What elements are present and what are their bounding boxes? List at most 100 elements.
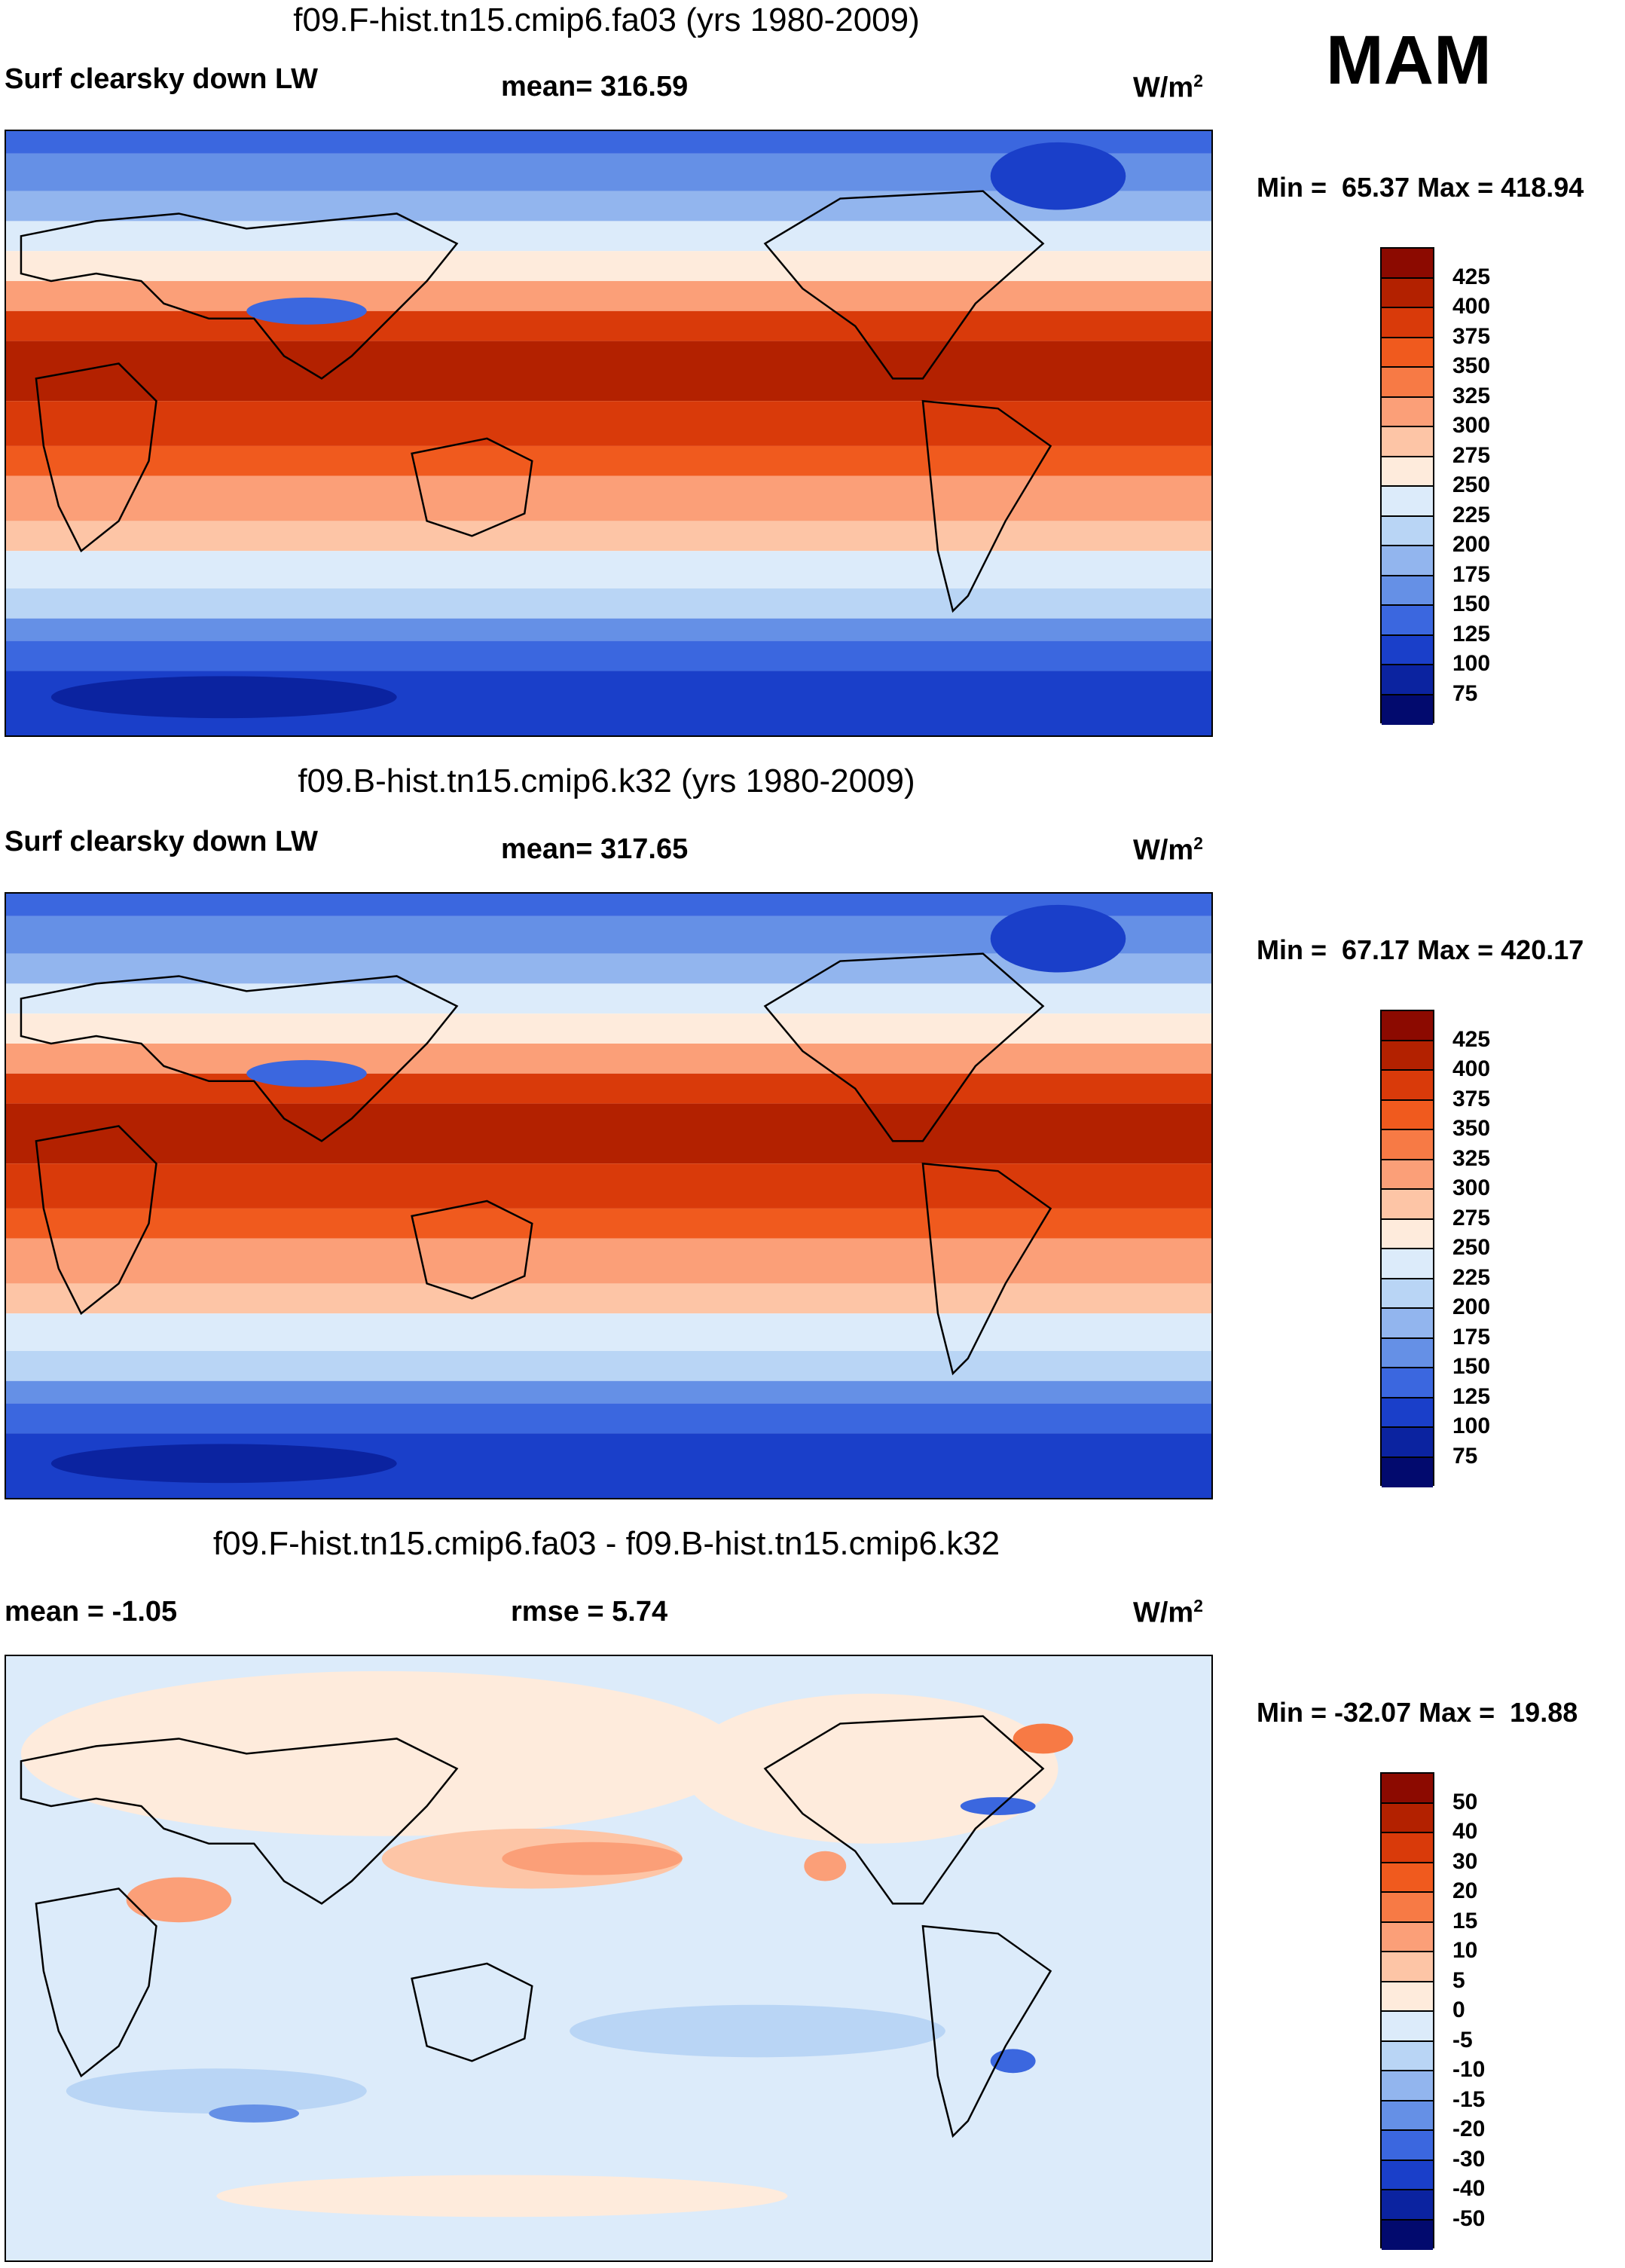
panel2-colorbar (1380, 1010, 1434, 1487)
colorbar-cell (1382, 427, 1433, 457)
band (6, 1103, 1211, 1164)
panel3-mean: mean = -1.05 (5, 1596, 178, 1628)
australia-outline (411, 1962, 533, 2062)
colorbar-label: 125 (1452, 621, 1491, 646)
colorbar-cell (1382, 1219, 1433, 1249)
panel2-map (5, 892, 1213, 1499)
colorbar-cell (1382, 457, 1433, 487)
colorbar-label: 225 (1452, 1264, 1491, 1290)
panel1-map-svg (6, 131, 1211, 735)
colorbar-cell (1382, 2101, 1433, 2131)
colorbar-cell (1382, 2190, 1433, 2221)
panel2-units: W/m2 (1133, 833, 1203, 867)
diff-area (209, 2104, 300, 2123)
diff-area (1013, 1723, 1074, 1754)
diff-area (126, 1877, 232, 1923)
north-america-outline (763, 190, 1045, 380)
band (6, 1073, 1211, 1104)
africa-outline (35, 362, 157, 553)
colorbar-label: -40 (1452, 2176, 1486, 2201)
north-america-outline (763, 952, 1045, 1142)
diff-area (502, 1842, 683, 1875)
south-america-outline (921, 1162, 1052, 1376)
tibet-low (246, 297, 367, 325)
colorbar-cell (1382, 1428, 1433, 1458)
colorbar-label: 125 (1452, 1383, 1491, 1409)
colorbar-label: 200 (1452, 1294, 1491, 1319)
colorbar-label: 40 (1452, 1819, 1478, 1844)
colorbar-cell (1382, 1863, 1433, 1893)
colorbar-cell (1382, 1309, 1433, 1339)
panel3-map (5, 1655, 1213, 2262)
colorbar-label: 425 (1452, 264, 1491, 289)
band (6, 131, 1211, 154)
panel2-map-svg (6, 894, 1211, 1498)
panel1-minmax: Min = 65.37 Max = 418.94 (1257, 172, 1584, 203)
eurasia-outline (20, 975, 459, 1142)
colorbar-label: 325 (1452, 383, 1491, 408)
band (6, 1403, 1211, 1434)
colorbar-cell (1382, 1279, 1433, 1309)
colorbar-cell (1382, 1952, 1433, 1982)
diff-area (66, 2068, 367, 2114)
colorbar-cell (1382, 2131, 1433, 2161)
australia-outline (411, 437, 533, 537)
colorbar-cell (1382, 546, 1433, 576)
colorbar-label: 275 (1452, 442, 1491, 468)
colorbar-label: 100 (1452, 651, 1491, 676)
colorbar-label: 250 (1452, 1235, 1491, 1260)
panel2-mean: mean= 317.65 (501, 833, 689, 865)
colorbar-cell (1382, 2160, 1433, 2190)
diff-area (20, 1670, 743, 1836)
colorbar-label: -15 (1452, 2086, 1486, 2112)
antarctic-low (50, 1444, 397, 1484)
colorbar-label: 5 (1452, 1967, 1465, 1993)
colorbar-label: 175 (1452, 1324, 1491, 1349)
colorbar-label: 300 (1452, 1175, 1491, 1200)
colorbar-cell (1382, 1160, 1433, 1190)
band (6, 588, 1211, 619)
band (6, 341, 1211, 402)
colorbar-label: 425 (1452, 1026, 1491, 1052)
panel1-colorbar (1380, 247, 1434, 725)
colorbar-cell (1382, 695, 1433, 725)
south-america-outline (921, 1924, 1052, 2138)
colorbar-cell (1382, 2041, 1433, 2071)
colorbar-label: 30 (1452, 1848, 1478, 1874)
colorbar-label: -20 (1452, 2117, 1486, 2141)
colorbar-label: 300 (1452, 413, 1491, 438)
colorbar-cell (1382, 397, 1433, 427)
band (6, 1283, 1211, 1314)
band (6, 618, 1211, 641)
colorbar-cell (1382, 487, 1433, 517)
band (6, 1208, 1211, 1239)
colorbar-label: 100 (1452, 1414, 1491, 1438)
colorbar-cell (1382, 1982, 1433, 2012)
panel2-title: f09.B-hist.tn15.cmip6.k32 (yrs 1980-2009… (298, 763, 915, 799)
colorbar-label: 200 (1452, 532, 1491, 557)
colorbar-cell (1382, 1041, 1433, 1071)
band (6, 1313, 1211, 1351)
colorbar-cell (1382, 308, 1433, 338)
colorbar-cell (1382, 1249, 1433, 1279)
colorbar-label: 150 (1452, 1354, 1491, 1379)
colorbar-cell (1382, 1774, 1433, 1804)
colorbar-cell (1382, 1071, 1433, 1101)
colorbar-cell (1382, 606, 1433, 636)
colorbar-label: -30 (1452, 2146, 1486, 2172)
band (6, 221, 1211, 252)
africa-outline (35, 1887, 157, 2078)
colorbar-label: 75 (1452, 1443, 1478, 1469)
colorbar-cell (1382, 576, 1433, 606)
band (6, 445, 1211, 476)
colorbar-cell (1382, 278, 1433, 308)
colorbar-label: 225 (1452, 502, 1491, 527)
colorbar-label: 375 (1452, 1086, 1491, 1111)
season-label: MAM (1326, 22, 1492, 99)
band (6, 310, 1211, 341)
diff-area (804, 1851, 847, 1881)
band (6, 251, 1211, 282)
eurasia-outline (20, 212, 459, 380)
colorbar-label: 375 (1452, 323, 1491, 349)
north-america-outline (763, 1715, 1045, 1905)
